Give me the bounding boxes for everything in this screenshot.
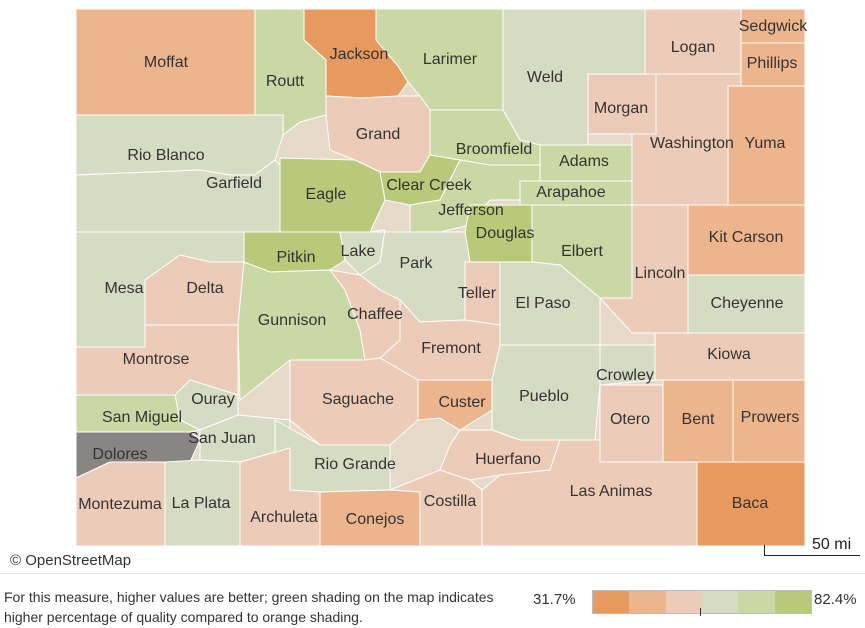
county-label: Weld: [527, 69, 563, 86]
scale-bar: [764, 545, 860, 556]
county-label: Phillips: [747, 55, 798, 72]
county-label: Huerfano: [475, 451, 541, 468]
county-label: Garfield: [206, 175, 262, 192]
county-label: Broomfield: [456, 141, 532, 158]
county-label: Rio Blanco: [127, 147, 204, 164]
county-label: Chaffee: [347, 306, 403, 323]
county-label: Prowers: [741, 409, 800, 426]
county-label: Cheyenne: [711, 295, 784, 312]
county-lasanimas[interactable]: [481, 439, 698, 547]
county-label: Baca: [732, 495, 769, 512]
legend-description: For this measure, higher values are bett…: [4, 589, 494, 625]
county-label: Moffat: [144, 54, 189, 71]
county-label: El Paso: [515, 295, 570, 312]
county-kiowa[interactable]: [654, 332, 806, 381]
county-label: Rio Grande: [314, 456, 396, 473]
scale-label: 50 mi: [812, 536, 852, 553]
county-label: San Miguel: [102, 409, 182, 426]
county-label: Clear Creek: [386, 177, 472, 194]
county-label: Crowley: [596, 367, 654, 384]
county-label: Pueblo: [519, 388, 569, 405]
legend-marker: [700, 608, 701, 616]
county-yuma[interactable]: [727, 85, 806, 206]
legend-bin: [629, 591, 666, 613]
county-moffat[interactable]: [75, 8, 256, 116]
county-label: Gunnison: [258, 312, 327, 329]
county-label: Mesa: [104, 280, 143, 297]
county-label: Teller: [458, 285, 497, 302]
county-conejos[interactable]: [319, 489, 421, 547]
county-label: Custer: [438, 394, 486, 411]
county-label: Morgan: [594, 100, 648, 117]
county-rioblanco[interactable]: [75, 114, 284, 176]
county-label: Routt: [266, 73, 305, 90]
county-phillips[interactable]: [740, 42, 806, 87]
county-label: Fremont: [421, 340, 481, 357]
county-label: Montrose: [123, 351, 190, 368]
legend-min-label: 31.7%: [533, 591, 576, 608]
county-label: Montezuma: [78, 496, 162, 513]
county-label: Jefferson: [438, 202, 504, 219]
county-label: Sedgwick: [739, 18, 808, 35]
legend-color-bar: [592, 590, 812, 614]
county-label: Archuleta: [250, 509, 318, 526]
map-attribution[interactable]: © OpenStreetMap: [4, 550, 138, 571]
county-label: Pitkin: [276, 249, 315, 266]
county-sedgwick[interactable]: [740, 8, 806, 44]
county-prowers[interactable]: [732, 379, 806, 463]
county-label: Park: [400, 255, 434, 272]
county-cheyenne[interactable]: [687, 274, 806, 334]
county-label: Lincoln: [635, 265, 686, 282]
county-label: La Plata: [172, 495, 231, 512]
county-label: Dolores: [92, 446, 147, 463]
county-label: Lake: [341, 243, 376, 260]
county-label: Washington: [650, 135, 734, 152]
legend-bin: [774, 591, 811, 613]
county-lincoln[interactable]: [598, 204, 689, 334]
county-label: Kiowa: [707, 346, 751, 363]
county-label: Las Animas: [570, 483, 653, 500]
county-label: Yuma: [745, 135, 786, 152]
legend-bin: [593, 591, 630, 613]
county-label: Saguache: [322, 391, 394, 408]
county-label: Eagle: [306, 186, 347, 203]
divider: [0, 573, 865, 574]
county-label: Delta: [186, 280, 223, 297]
county-label: Bent: [682, 411, 715, 428]
county-label: San Juan: [188, 430, 256, 447]
county-label: Adams: [559, 153, 609, 170]
county-label: Arapahoe: [536, 184, 605, 201]
county-label: Costilla: [424, 493, 477, 510]
legend-bin: [665, 591, 702, 613]
legend-max-label: 82.4%: [814, 591, 857, 608]
legend-bin: [701, 591, 739, 613]
county-label: Logan: [671, 39, 716, 56]
county-label: Conejos: [346, 511, 405, 528]
county-baca[interactable]: [696, 461, 806, 547]
county-label: Otero: [610, 411, 650, 428]
county-label: Elbert: [561, 243, 603, 260]
county-label: Kit Carson: [709, 229, 784, 246]
county-morgan[interactable]: [587, 73, 657, 135]
county-bent[interactable]: [662, 379, 734, 463]
county-adams[interactable]: [539, 144, 633, 182]
county-label: Jackson: [330, 46, 389, 63]
county-label: Ouray: [191, 391, 235, 408]
county-label: Larimer: [423, 51, 478, 68]
county-label: Grand: [356, 126, 400, 143]
county-map: Moffat Jackson Larimer Logan Sedgwick Phillip…: [75, 8, 808, 547]
county-label: Douglas: [476, 225, 535, 242]
legend-bin: [738, 591, 775, 613]
